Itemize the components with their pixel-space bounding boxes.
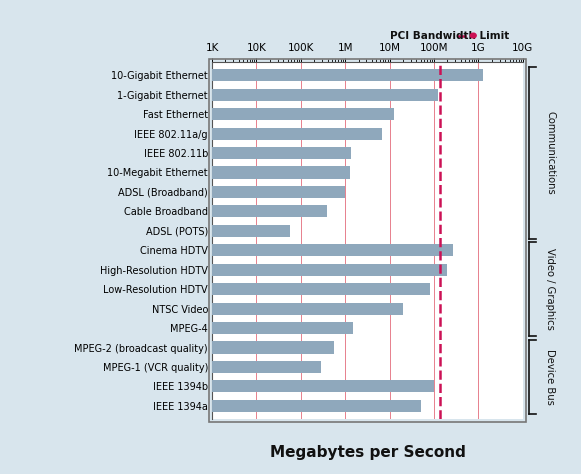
Bar	[0, 147, 352, 159]
Bar	[0, 322, 353, 334]
Bar	[0, 205, 327, 218]
Bar	[0, 283, 430, 295]
Bar	[0, 381, 434, 392]
Bar	[0, 69, 483, 81]
Bar	[0, 264, 447, 276]
Bar	[0, 166, 350, 179]
Bar	[0, 244, 453, 256]
Text: Video / Graphics: Video / Graphics	[545, 248, 555, 330]
Bar	[0, 128, 382, 140]
Text: PCI Bandwidth Limit: PCI Bandwidth Limit	[390, 30, 510, 41]
Text: Communications: Communications	[545, 111, 555, 195]
Text: Megabytes per Second: Megabytes per Second	[270, 445, 465, 460]
Bar	[0, 400, 421, 412]
Bar	[0, 361, 321, 373]
Bar	[0, 302, 403, 315]
Text: Device Bus: Device Bus	[545, 349, 555, 405]
Bar	[0, 225, 290, 237]
Bar	[0, 108, 394, 120]
Bar	[0, 341, 333, 354]
Bar	[0, 186, 345, 198]
Bar	[0, 89, 439, 100]
